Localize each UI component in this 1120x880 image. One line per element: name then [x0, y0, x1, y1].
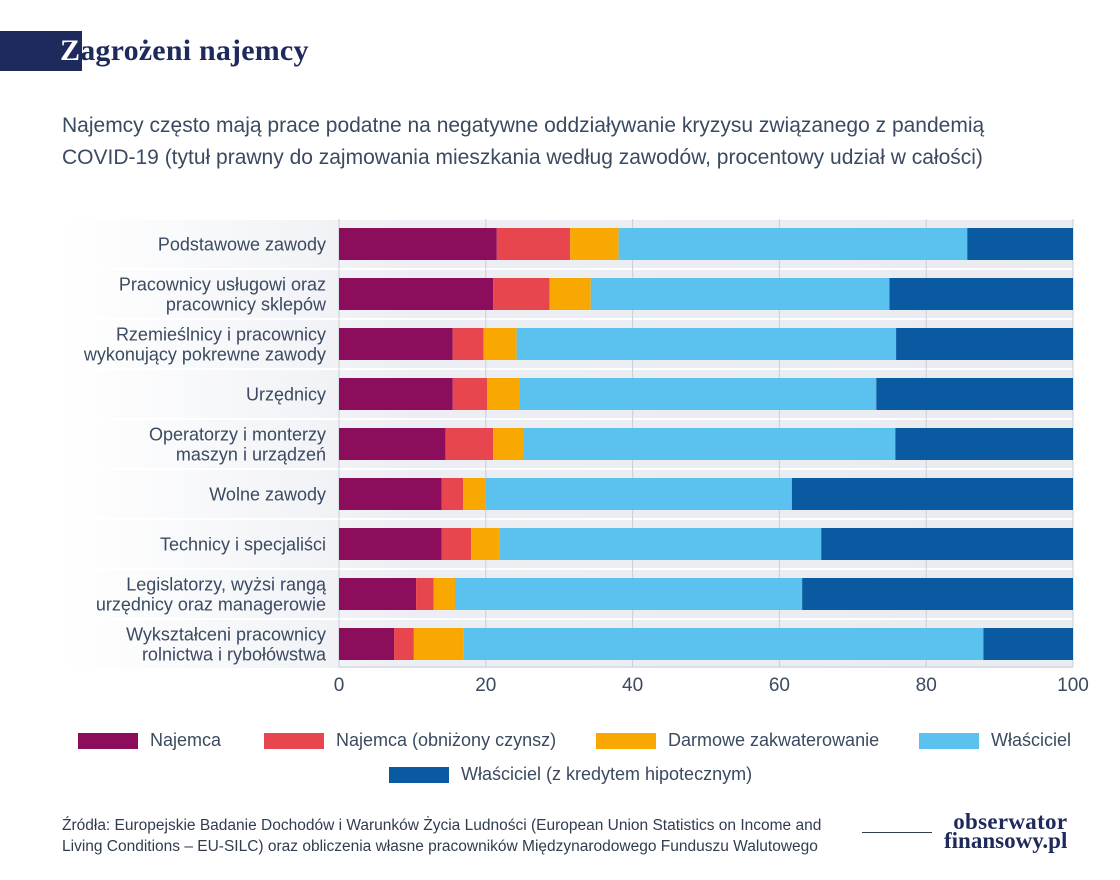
legend-row: Najemca Najemca (obniżony czynsz) Darmowe …: [78, 730, 1078, 764]
legend-label: Właściciel (z kredytem hipotecznym): [461, 764, 753, 784]
bar-segment: [452, 378, 488, 410]
category-label: Operatorzy i monterzy: [149, 425, 326, 445]
x-tick-label: 100: [1057, 675, 1089, 696]
legend-label: Najemca (obniżony czynsz): [336, 730, 557, 750]
category-label: maszyn i urządzeń: [176, 445, 326, 465]
x-tick-label: 20: [475, 675, 496, 696]
logo-line-2: finansowy.pl: [944, 828, 1068, 853]
bar-segment: [463, 628, 984, 660]
bar-segment: [441, 528, 472, 560]
title-text: agrożeni najemcy: [80, 34, 309, 67]
bar-segment: [452, 328, 484, 360]
title-first-letter: Z: [60, 34, 81, 67]
bar-segment: [339, 228, 497, 260]
bar-segment: [967, 228, 1073, 260]
bar-segment: [896, 328, 1073, 360]
bar-segment: [983, 628, 1073, 660]
bar-segment: [394, 628, 414, 660]
source-divider: [862, 832, 932, 833]
page-title: Zagrożeni najemcy: [60, 31, 309, 71]
source-note: Źródła: Europejskie Badanie Dochodów i W…: [62, 815, 872, 857]
legend-swatch: [596, 732, 656, 749]
legend-swatch: [78, 732, 138, 749]
x-tick-label: 60: [769, 675, 790, 696]
x-tick-label: 80: [916, 675, 937, 696]
bar-segment: [454, 578, 803, 610]
legend-item: Najemca (obniżony czynsz): [264, 730, 556, 751]
subtitle-line-2: COVID-19 (tytuł prawny do zajmowania mie…: [62, 146, 983, 169]
x-tick-label: 0: [334, 675, 345, 696]
category-label: rolnictwa i rybołówstwa: [142, 645, 327, 665]
bar-segment: [471, 528, 500, 560]
legend-swatch: [389, 766, 449, 783]
bar-segment: [339, 378, 453, 410]
bar-segment: [519, 378, 877, 410]
chart-subtitle: Najemcy często mają prace podatne na neg…: [62, 110, 1072, 174]
legend-row: Właściciel (z kredytem hipotecznym): [78, 764, 1078, 798]
legend-item: Najemca: [78, 730, 221, 751]
bar-segment: [493, 428, 524, 460]
legend-item: Właściciel (z kredytem hipotecznym): [389, 764, 752, 785]
bar-segment: [339, 328, 453, 360]
bar-segment: [802, 578, 1073, 610]
bar-segment: [549, 278, 591, 310]
bar-segment: [487, 378, 520, 410]
category-label: Urzędnicy: [246, 385, 326, 405]
bar-segment: [496, 228, 571, 260]
publisher-logo[interactable]: obserwator finansowy.pl: [944, 809, 1068, 853]
subtitle-line-1: Najemcy często mają prace podatne na neg…: [62, 114, 985, 137]
bar-segment: [499, 528, 822, 560]
category-label: Pracownicy usługowi oraz: [119, 275, 326, 295]
bar-segment: [895, 428, 1073, 460]
category-label: urzędnicy oraz managerowie: [96, 595, 326, 615]
bar-segment: [516, 328, 897, 360]
bar-segment: [463, 478, 486, 510]
bar-segment: [441, 478, 464, 510]
category-label: wykonujący pokrewne zawody: [83, 345, 326, 365]
bar-segment: [339, 578, 417, 610]
legend-swatch: [919, 732, 979, 749]
bar-segment: [523, 428, 896, 460]
bar-segment: [433, 578, 455, 610]
source-line-2: Living Conditions – EU-SILC) oraz oblicz…: [62, 838, 818, 855]
bar-segment: [485, 478, 792, 510]
bar-segment: [791, 478, 1073, 510]
chart-legend: Najemca Najemca (obniżony czynsz) Darmowe …: [78, 730, 1078, 798]
bar-segment: [339, 428, 446, 460]
category-label: Wykształceni pracownicy: [126, 625, 326, 645]
legend-item: Darmowe zakwaterowanie: [596, 730, 879, 751]
bar-segment: [339, 278, 494, 310]
bar-segment: [570, 228, 619, 260]
bar-segment: [413, 628, 464, 660]
category-label: Podstawowe zawody: [158, 235, 326, 255]
category-label: Wolne zawody: [209, 485, 326, 505]
bar-segment: [876, 378, 1073, 410]
bar-segment: [483, 328, 517, 360]
category-label: Technicy i specjaliści: [160, 535, 326, 555]
legend-label: Darmowe zakwaterowanie: [668, 730, 880, 750]
logo-line-1: obserwator: [953, 809, 1068, 834]
bar-segment: [618, 228, 968, 260]
category-label: Rzemieślnicy i pracownicy: [116, 325, 326, 345]
legend-label: Najemca: [150, 730, 222, 750]
bar-segment: [339, 528, 442, 560]
bar-segment: [493, 278, 550, 310]
bar-segment: [339, 628, 395, 660]
bar-segment: [445, 428, 494, 460]
legend-item: Właściciel: [919, 730, 1071, 751]
bar-segment: [590, 278, 890, 310]
x-tick-label: 40: [622, 675, 643, 696]
bar-segment: [889, 278, 1073, 310]
bar-segment: [821, 528, 1073, 560]
legend-swatch: [264, 732, 324, 749]
bar-segment: [339, 478, 442, 510]
category-label: pracownicy sklepów: [166, 295, 327, 315]
title-accent-bar: [0, 31, 82, 71]
category-label: Legislatorzy, wyżsi rangą: [126, 575, 327, 595]
source-line-1: Źródła: Europejskie Badanie Dochodów i W…: [62, 817, 822, 834]
bar-segment: [416, 578, 434, 610]
stacked-bar-chart: Podstawowe zawody Pracownicy usługowi ora…: [60, 219, 1089, 696]
legend-label: Właściciel: [991, 730, 1072, 750]
